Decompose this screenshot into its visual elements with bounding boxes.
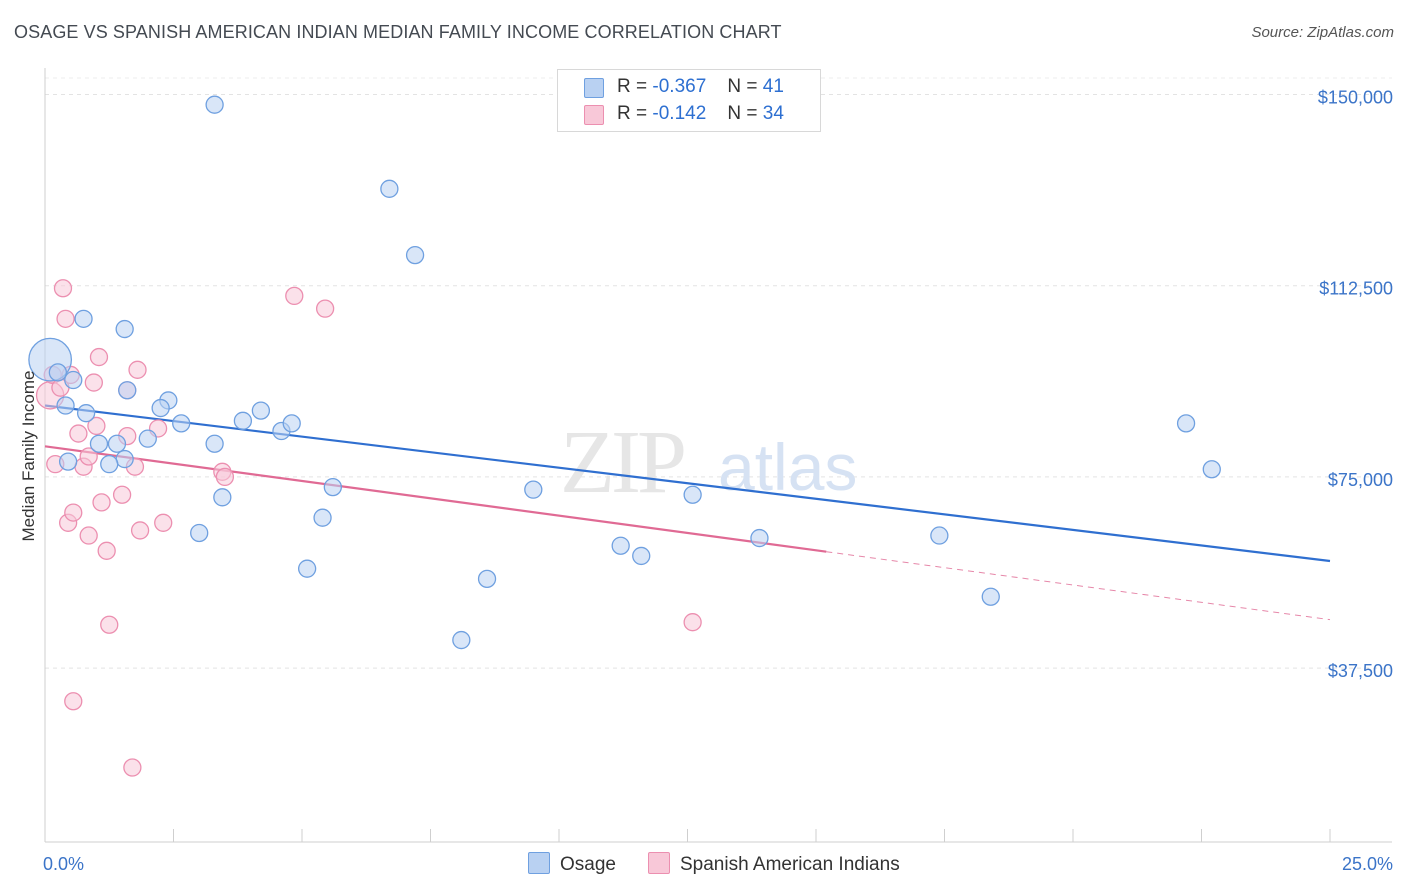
osage-point-3 [56, 396, 75, 415]
osage-point-12 [118, 381, 137, 400]
spanish-swatch [584, 105, 604, 125]
source-credit: Source: ZipAtlas.com [1251, 24, 1394, 41]
osage-swatch [528, 852, 550, 874]
osage-point-40 [138, 429, 157, 448]
osage-point-30 [477, 569, 497, 589]
osage-point-14 [151, 398, 170, 418]
legend-n-label: N = [727, 103, 758, 124]
spanish-point-11 [79, 526, 98, 545]
osage-point-29 [452, 630, 471, 650]
osage-point-15 [172, 414, 191, 433]
osage-point-24 [297, 559, 317, 578]
bottom-legend-spanish: Spanish American Indians [648, 852, 900, 876]
osage-point-32 [611, 536, 630, 555]
legend-n-label: N = [727, 76, 758, 97]
data-points [28, 95, 1221, 777]
y-tick-label-1: $75,000 [1328, 470, 1393, 490]
spanish-point-23 [130, 521, 150, 540]
correlation-legend: R = -0.367 N = 41 R = -0.142 N = 34 [557, 69, 821, 132]
y-tick-label-2: $112,500 [1319, 279, 1393, 299]
osage-point-19 [205, 95, 224, 114]
osage-point-31 [524, 480, 543, 499]
osage-point-18 [190, 523, 209, 543]
spanish-point-29 [215, 467, 235, 487]
watermark-atlas: atlas [718, 430, 857, 504]
osage-point-35 [750, 528, 769, 548]
legend-osage-n: 41 [762, 76, 784, 97]
legend-osage-r: -0.367 [652, 76, 707, 97]
spanish-point-4 [56, 309, 75, 328]
osage-point-11 [115, 319, 134, 339]
trend-line-dashed-1 [826, 551, 1331, 621]
y-tick-label-0: $37,500 [1328, 661, 1393, 681]
osage-point-21 [251, 401, 271, 420]
legend-r-label: R = [617, 103, 648, 124]
watermark-zip: ZIP [560, 413, 684, 512]
osage-point-28 [405, 245, 425, 265]
spanish-point-22 [128, 360, 147, 379]
osage-point-20 [233, 411, 253, 430]
x-tick-label-min: 0.0% [43, 854, 84, 874]
osage-point-5 [74, 309, 93, 328]
osage-point-4 [76, 404, 96, 423]
osage-point-7 [89, 434, 109, 453]
spanish-point-32 [683, 613, 702, 632]
osage-point-1 [48, 363, 67, 382]
spanish-point-10 [79, 447, 98, 466]
spanish-point-14 [89, 347, 109, 367]
spanish-point-27 [123, 758, 142, 777]
osage-point-8 [107, 434, 127, 453]
osage-point-37 [981, 587, 1000, 606]
x-tick-label-max: 25.0% [1342, 854, 1393, 874]
spanish-point-17 [100, 615, 119, 634]
spanish-point-13 [87, 416, 106, 436]
osage-point-23 [282, 414, 301, 433]
spanish-point-25 [154, 513, 173, 532]
y-tick-labels: $37,500 $75,000 $112,500 $150,000 [1318, 88, 1393, 682]
spanish-point-8 [69, 424, 88, 443]
spanish-point-30 [285, 286, 304, 306]
spanish-point-3 [53, 279, 73, 298]
osage-swatch [584, 78, 604, 98]
osage-point-25 [313, 508, 332, 527]
spanish-point-18 [112, 485, 132, 504]
grid-lines [45, 77, 1392, 669]
bottom-legend-osage: Osage [528, 852, 616, 876]
osage-point-6 [58, 452, 78, 471]
legend-spanish-r: -0.142 [652, 103, 707, 124]
osage-point-16 [205, 434, 224, 453]
axes [44, 68, 1392, 843]
osage-point-26 [323, 477, 342, 497]
osage-point-34 [683, 485, 702, 504]
trend-line-0 [44, 404, 1331, 563]
spanish-legend-label: Spanish American Indians [680, 854, 900, 875]
spanish-swatch [648, 852, 670, 874]
osage-point-33 [632, 546, 651, 566]
osage-point-36 [930, 526, 949, 545]
spanish-point-12 [84, 373, 103, 392]
osage-point-27 [380, 179, 399, 198]
osage-point-17 [213, 488, 232, 507]
spanish-point-15 [92, 493, 111, 512]
osage-point-2 [64, 370, 83, 390]
spanish-point-7 [64, 503, 83, 522]
legend-spanish-n: 34 [762, 103, 784, 124]
osage-legend-label: Osage [560, 854, 616, 875]
osage-point-10 [100, 455, 119, 474]
y-tick-label-3: $150,000 [1318, 88, 1393, 108]
y-axis-label: Median Family Income [19, 370, 38, 541]
spanish-point-26 [64, 692, 83, 711]
legend-r-label: R = [617, 76, 648, 97]
spanish-point-31 [315, 299, 335, 318]
trend-lines [44, 404, 1331, 621]
trend-line-1 [44, 445, 827, 553]
chart-title: OSAGE VS SPANISH AMERICAN INDIAN MEDIAN … [14, 22, 782, 42]
osage-point-9 [115, 449, 134, 469]
spanish-point-16 [97, 541, 116, 560]
osage-point-39 [1202, 460, 1221, 479]
osage-point-38 [1176, 414, 1196, 433]
